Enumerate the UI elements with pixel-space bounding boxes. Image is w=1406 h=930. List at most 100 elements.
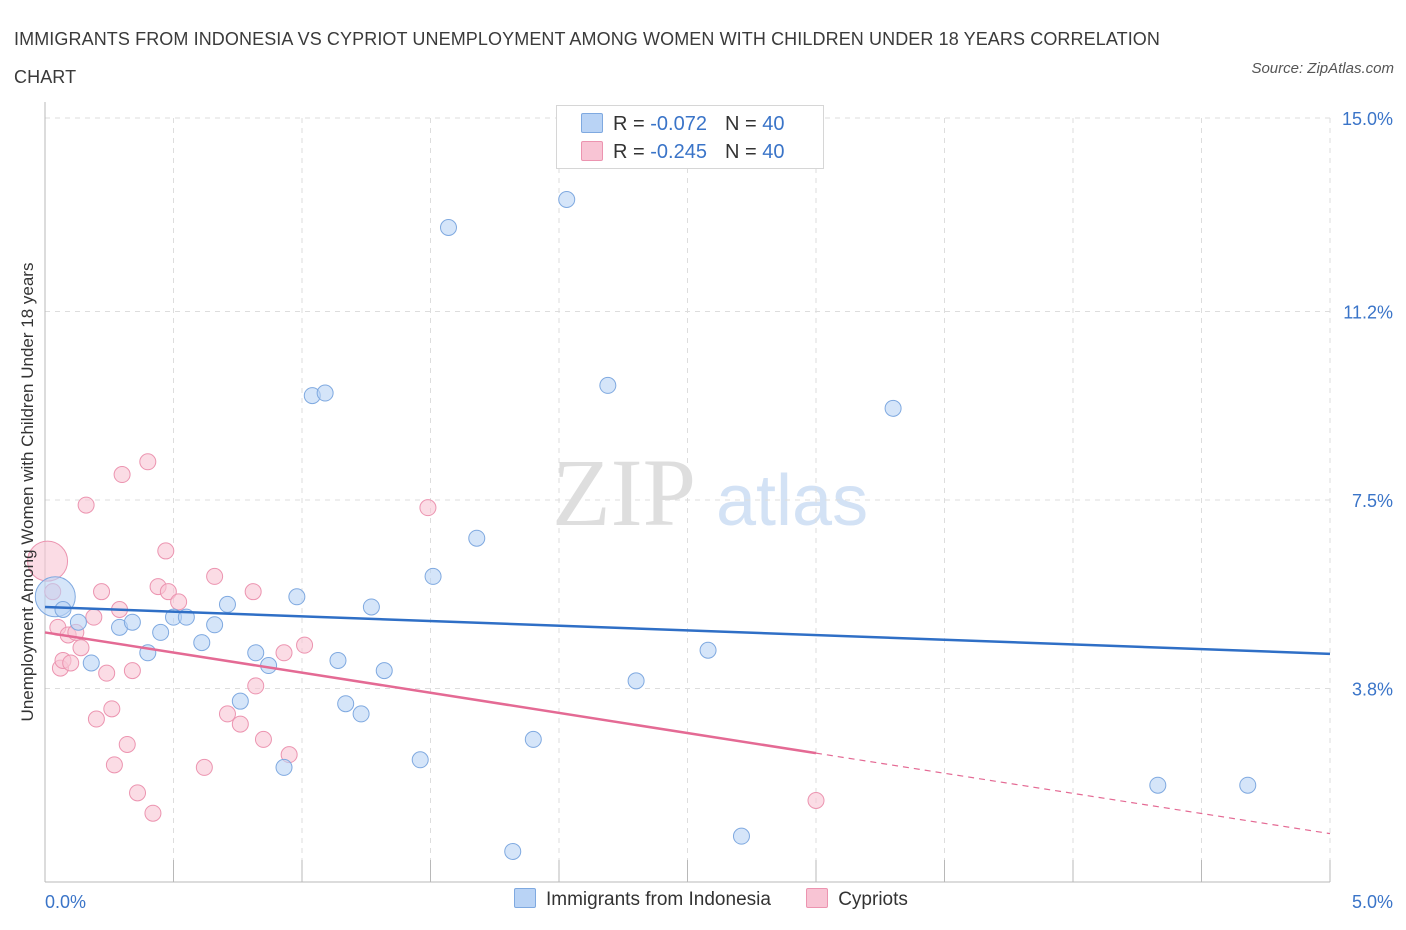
- cypriots-point: [170, 593, 188, 611]
- indonesia-point: [82, 654, 100, 672]
- indonesia-point: [424, 567, 442, 585]
- cypriots-point: [159, 583, 177, 601]
- cypriots-point: [218, 705, 236, 723]
- n-label: N =: [724, 141, 763, 163]
- cypriots-point: [419, 499, 437, 517]
- cypriots-point: [244, 583, 262, 601]
- indonesia-point: [699, 641, 717, 659]
- indonesia-point: [206, 616, 224, 634]
- y-tick-label: 7.5%: [1352, 491, 1393, 511]
- cypriots-point: [144, 804, 162, 822]
- legend-label: Immigrants from Indonesia: [546, 889, 771, 910]
- cypriots-point: [157, 542, 175, 560]
- watermark-atlas: atlas: [716, 461, 868, 541]
- indonesia-point: [123, 613, 141, 631]
- cypriots-point: [231, 715, 249, 733]
- y-tick-label: 15.0%: [1342, 109, 1393, 129]
- r-label: R =: [613, 113, 651, 135]
- indonesia-point: [1149, 776, 1167, 794]
- tick-labels: 3.8% 7.5% 11.2% 15.0% 0.0% 5.0%: [45, 109, 1393, 912]
- legend-item-cypriots: Cypriots: [806, 888, 908, 911]
- cypriots-point: [254, 730, 272, 748]
- indonesia-point: [558, 190, 576, 208]
- y-axis-label: Unemployment Among Women with Children U…: [18, 262, 37, 722]
- indonesia-point: [439, 219, 457, 237]
- watermark: ZIP atlas: [552, 439, 868, 546]
- cypriots-point: [129, 784, 147, 802]
- cypriots-point: [72, 639, 90, 657]
- indonesia-point: [337, 695, 355, 713]
- n-label: N =: [724, 113, 763, 135]
- x-tick-label: 0.0%: [45, 892, 86, 912]
- indonesia-point: [375, 662, 393, 680]
- indonesia-point: [316, 384, 334, 402]
- indonesia-point: [152, 623, 170, 641]
- cypriots-point: [93, 583, 111, 601]
- indonesia-point: [362, 598, 380, 616]
- cypriots-point: [62, 654, 80, 672]
- indonesia-point: [231, 692, 249, 710]
- indonesia-points: [34, 190, 1257, 860]
- legend-item-indonesia: Immigrants from Indonesia: [514, 888, 771, 911]
- cypriots-point: [98, 664, 116, 682]
- cypriots-point: [195, 758, 213, 776]
- legend-swatch-blue: [581, 113, 603, 133]
- indonesia-point: [1239, 776, 1257, 794]
- n-value: 40: [762, 113, 785, 135]
- cypriots-point: [275, 644, 293, 662]
- y-tick-label: 3.8%: [1352, 679, 1393, 699]
- indonesia-point: [524, 730, 542, 748]
- cypriots-point: [206, 567, 224, 585]
- indonesia-point: [329, 651, 347, 669]
- correlation-legend: R = -0.072 N = 40 R = -0.245 N = 40: [556, 105, 824, 169]
- cypriots-point: [247, 677, 265, 695]
- n-value: 40: [762, 141, 785, 163]
- indonesia-point: [627, 672, 645, 690]
- cypriots-point: [85, 608, 103, 626]
- cypriots-point: [113, 466, 131, 484]
- indonesia-point: [352, 705, 370, 723]
- trend-line-solid: [44, 631, 817, 755]
- indonesia-point: [218, 595, 236, 613]
- indonesia-point: [468, 529, 486, 547]
- cypriots-point: [77, 496, 95, 514]
- indonesia-point: [884, 399, 902, 417]
- legend-swatch-pink: [806, 888, 829, 908]
- indonesia-point: [288, 588, 306, 606]
- cypriots-point: [103, 700, 121, 718]
- legend-row-cypriots: R = -0.245 N = 40: [581, 139, 784, 165]
- trend-line-dashed: [815, 752, 1331, 835]
- indonesia-point: [54, 601, 72, 619]
- indonesia-point: [411, 751, 429, 769]
- indonesia-point: [504, 842, 522, 860]
- legend-swatch-blue: [514, 888, 536, 908]
- indonesia-point: [69, 613, 87, 631]
- legend-label: Cypriots: [838, 889, 908, 910]
- series-legend: Immigrants from Indonesia Cypriots: [514, 888, 938, 911]
- cypriots-points: [27, 453, 825, 822]
- r-label: R =: [613, 141, 651, 163]
- cypriots-point: [139, 453, 157, 471]
- chart-title: IMMIGRANTS FROM INDONESIA VS CYPRIOT UNE…: [14, 29, 1161, 87]
- r-value: -0.072: [650, 113, 707, 135]
- indonesia-point: [275, 758, 293, 776]
- cypriots-point: [123, 662, 141, 680]
- trend-line-solid: [44, 605, 1331, 656]
- source-label: Source: ZipAtlas.com: [1251, 60, 1394, 77]
- indonesia-point: [732, 827, 750, 845]
- y-tick-label: 11.2%: [1343, 303, 1393, 323]
- indonesia-point: [599, 376, 617, 394]
- trend-lines: [44, 605, 1331, 835]
- x-tick-label: 5.0%: [1352, 892, 1393, 912]
- axes: [44, 102, 1331, 883]
- cypriots-point: [105, 756, 123, 774]
- grid-lines: [45, 117, 1331, 882]
- legend-row-indonesia: R = -0.072 N = 40: [581, 111, 784, 137]
- cypriots-point: [296, 636, 314, 654]
- cypriots-point: [87, 710, 105, 728]
- indonesia-point: [193, 634, 211, 652]
- legend-swatch-pink: [581, 141, 603, 161]
- watermark-zip: ZIP: [552, 439, 696, 546]
- r-value: -0.245: [650, 141, 707, 163]
